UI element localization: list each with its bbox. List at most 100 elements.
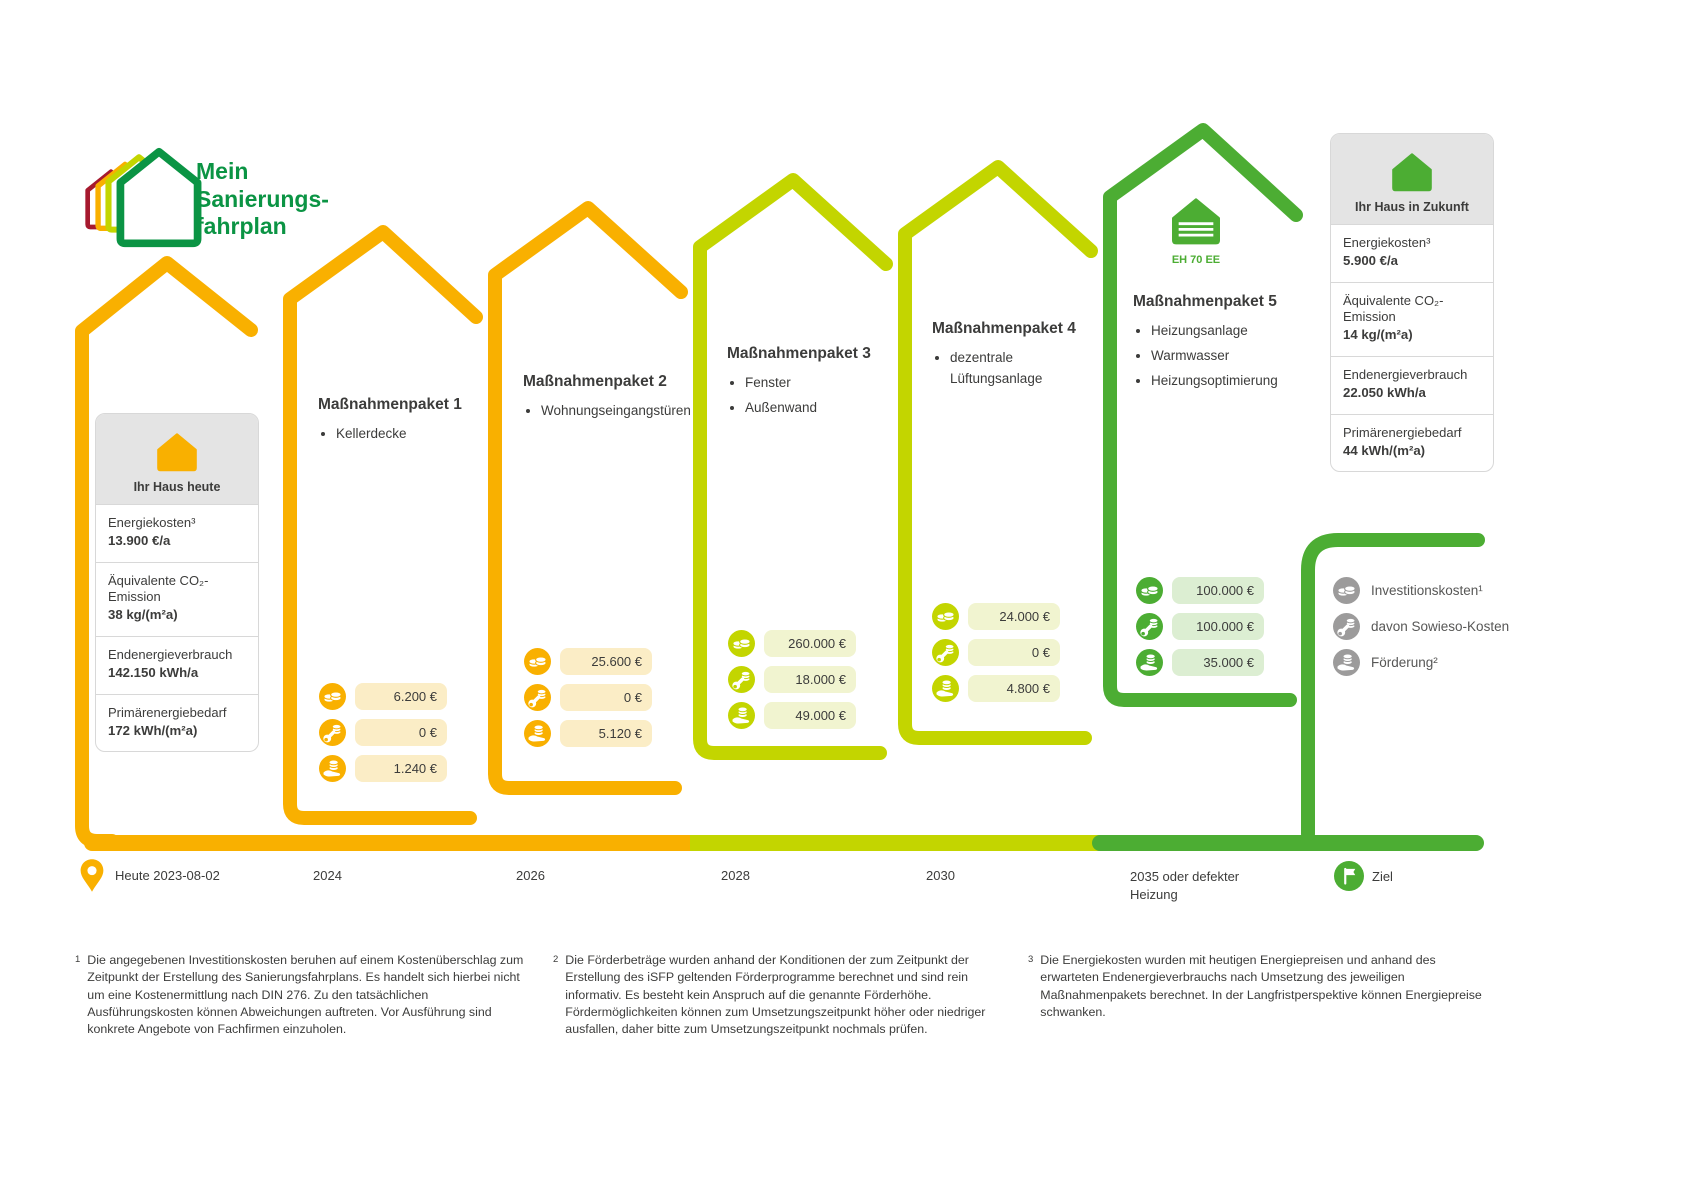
future-final-energy: Endenergieverbrauch 22.050 kWh/a bbox=[1331, 355, 1493, 414]
timeline-year-2028: 2028 bbox=[721, 868, 750, 883]
hand-coins-icon bbox=[728, 702, 755, 729]
cost-row-investment: 24.000 € bbox=[932, 603, 1060, 630]
investment-value: 260.000 € bbox=[764, 630, 856, 657]
coins-icon bbox=[1136, 577, 1163, 604]
hand-coins-icon bbox=[932, 675, 959, 702]
package-2-block: Maßnahmenpaket 2 Wohnungseingangstüren bbox=[523, 373, 751, 426]
legend-sowieso: davon Sowieso-Kosten bbox=[1333, 613, 1509, 640]
footnote-1: 1 Die angegebenen Investitionskosten ber… bbox=[75, 952, 530, 1039]
today-house-card: Ihr Haus heute Energiekosten³ 13.900 €/a… bbox=[95, 413, 259, 753]
foerderung-value: 5.120 € bbox=[560, 720, 652, 747]
package-1-title: Maßnahmenpaket 1 bbox=[318, 396, 462, 413]
hand-coins-icon bbox=[1136, 649, 1163, 676]
package-3-title: Maßnahmenpaket 3 bbox=[727, 345, 871, 362]
today-final-energy: Endenergieverbrauch 142.150 kWh/a bbox=[96, 635, 258, 694]
cost-row-sowieso: 0 € bbox=[524, 684, 652, 711]
future-energy-costs: Energiekosten³ 5.900 €/a bbox=[1331, 224, 1493, 282]
cost-row-foerderung: 1.240 € bbox=[319, 755, 447, 782]
footnote-1-number: 1 bbox=[75, 954, 81, 965]
wrench-coins-icon bbox=[728, 666, 755, 693]
house-future-icon bbox=[1390, 152, 1434, 192]
investment-value: 6.200 € bbox=[355, 683, 447, 710]
package-4-block: Maßnahmenpaket 4 dezentrale Lüftungsanla… bbox=[932, 320, 1076, 394]
coins-icon bbox=[728, 630, 755, 657]
footnote-1-text: Die angegebenen Investitionskosten beruh… bbox=[87, 953, 524, 1037]
package-2-title: Maßnahmenpaket 2 bbox=[523, 373, 667, 390]
today-card-header: Ihr Haus heute bbox=[96, 414, 258, 504]
cost-row-investment: 6.200 € bbox=[319, 683, 447, 710]
sowieso-value: 0 € bbox=[968, 639, 1060, 666]
package-1-costs: 6.200 € 0 € 1.240 € bbox=[319, 683, 447, 782]
package-5-title: Maßnahmenpaket 5 bbox=[1133, 293, 1277, 310]
package-3-bullet: Außenwand bbox=[745, 398, 871, 419]
coins-icon bbox=[1333, 577, 1360, 604]
legend-investment: Investitionskosten¹ bbox=[1333, 577, 1509, 604]
wrench-coins-icon bbox=[319, 719, 346, 746]
package-4-bullet: dezentrale Lüftungsanlage bbox=[950, 348, 1075, 390]
house-today-icon bbox=[155, 432, 199, 472]
cost-row-sowieso: 100.000 € bbox=[1136, 613, 1264, 640]
foerderung-value: 4.800 € bbox=[968, 675, 1060, 702]
footnote-3-text: Die Energiekosten wurden mit heutigen En… bbox=[1040, 953, 1482, 1020]
logo-wordmark: Mein Sanierungs- fahrplan bbox=[196, 158, 329, 240]
cost-row-investment: 100.000 € bbox=[1136, 577, 1264, 604]
cost-row-sowieso: 0 € bbox=[932, 639, 1060, 666]
cost-row-sowieso: 0 € bbox=[319, 719, 447, 746]
package-4-costs: 24.000 € 0 € 4.800 € bbox=[932, 603, 1060, 702]
sowieso-value: 18.000 € bbox=[764, 666, 856, 693]
today-card-label: Ihr Haus heute bbox=[133, 480, 221, 494]
hand-coins-icon bbox=[319, 755, 346, 782]
flag-icon bbox=[1334, 861, 1364, 891]
timeline-goal-label: Ziel bbox=[1372, 869, 1393, 884]
package-1-bullet: Kellerdecke bbox=[336, 424, 462, 445]
cost-row-sowieso: 18.000 € bbox=[728, 666, 856, 693]
wrench-coins-icon bbox=[932, 639, 959, 666]
wrench-coins-icon bbox=[1333, 613, 1360, 640]
footnote-3-number: 3 bbox=[1028, 954, 1034, 965]
logo-houses-icon bbox=[88, 152, 198, 244]
cost-row-foerderung: 49.000 € bbox=[728, 702, 856, 729]
package-5-block: Maßnahmenpaket 5 Heizungsanlage Warmwass… bbox=[1133, 293, 1278, 396]
cost-row-foerderung: 5.120 € bbox=[524, 720, 652, 747]
legend-sowieso-label: davon Sowieso-Kosten bbox=[1371, 619, 1510, 634]
coins-icon bbox=[319, 683, 346, 710]
cost-legend: Investitionskosten¹ davon Sowieso-Kosten… bbox=[1333, 577, 1509, 676]
timeline-year-2035: 2035 oder defekter Heizung bbox=[1130, 869, 1240, 902]
future-co2-emission: Äquivalente CO₂-Emission 14 kg/(m²a) bbox=[1331, 281, 1493, 356]
package-5-costs: 100.000 € 100.000 € 35.000 € bbox=[1136, 577, 1264, 676]
today-energy-costs: Energiekosten³ 13.900 €/a bbox=[96, 504, 258, 562]
package-5-bullet: Heizungsanlage bbox=[1151, 321, 1278, 342]
legend-foerderung: Förderung² bbox=[1333, 649, 1509, 676]
eh70ee-label: EH 70 EE bbox=[1171, 254, 1221, 266]
legend-foerderung-label: Förderung² bbox=[1371, 655, 1438, 670]
package-5-bullet: Warmwasser bbox=[1151, 346, 1278, 367]
investment-value: 100.000 € bbox=[1172, 577, 1264, 604]
future-card-header: Ihr Haus in Zukunft bbox=[1331, 134, 1493, 224]
wrench-coins-icon bbox=[524, 684, 551, 711]
future-card-label: Ihr Haus in Zukunft bbox=[1355, 200, 1469, 214]
footnote-3: 3 Die Energiekosten wurden mit heutigen … bbox=[1028, 952, 1483, 1021]
eh70ee-house-icon bbox=[1168, 197, 1224, 245]
cost-row-foerderung: 35.000 € bbox=[1136, 649, 1264, 676]
package-2-bullet: Wohnungseingangstüren bbox=[541, 401, 751, 422]
location-pin-icon bbox=[79, 858, 105, 893]
footnote-2-number: 2 bbox=[553, 954, 559, 965]
foerderung-value: 1.240 € bbox=[355, 755, 447, 782]
timeline-year-2030: 2030 bbox=[926, 868, 955, 883]
legend-investment-label: Investitionskosten¹ bbox=[1371, 583, 1483, 598]
today-primary-energy: Primärenergiebedarf 172 kWh/(m²a) bbox=[96, 693, 258, 752]
eh70ee-badge: EH 70 EE bbox=[1164, 197, 1228, 266]
investment-value: 24.000 € bbox=[968, 603, 1060, 630]
package-5-bullet: Heizungsoptimierung bbox=[1151, 371, 1278, 392]
hand-coins-icon bbox=[524, 720, 551, 747]
package-4-title: Maßnahmenpaket 4 bbox=[932, 320, 1076, 337]
investment-value: 25.600 € bbox=[560, 648, 652, 675]
foerderung-value: 35.000 € bbox=[1172, 649, 1264, 676]
coins-icon bbox=[932, 603, 959, 630]
today-co2-emission: Äquivalente CO₂-Emission 38 kg/(m²a) bbox=[96, 561, 258, 636]
timeline-year-2026: 2026 bbox=[516, 868, 545, 883]
package-3-bullet: Fenster bbox=[745, 373, 871, 394]
package-1-block: Maßnahmenpaket 1 Kellerdecke bbox=[318, 396, 462, 449]
package-3-costs: 260.000 € 18.000 € 49.000 € bbox=[728, 630, 856, 729]
package-2-costs: 25.600 € 0 € 5.120 € bbox=[524, 648, 652, 747]
